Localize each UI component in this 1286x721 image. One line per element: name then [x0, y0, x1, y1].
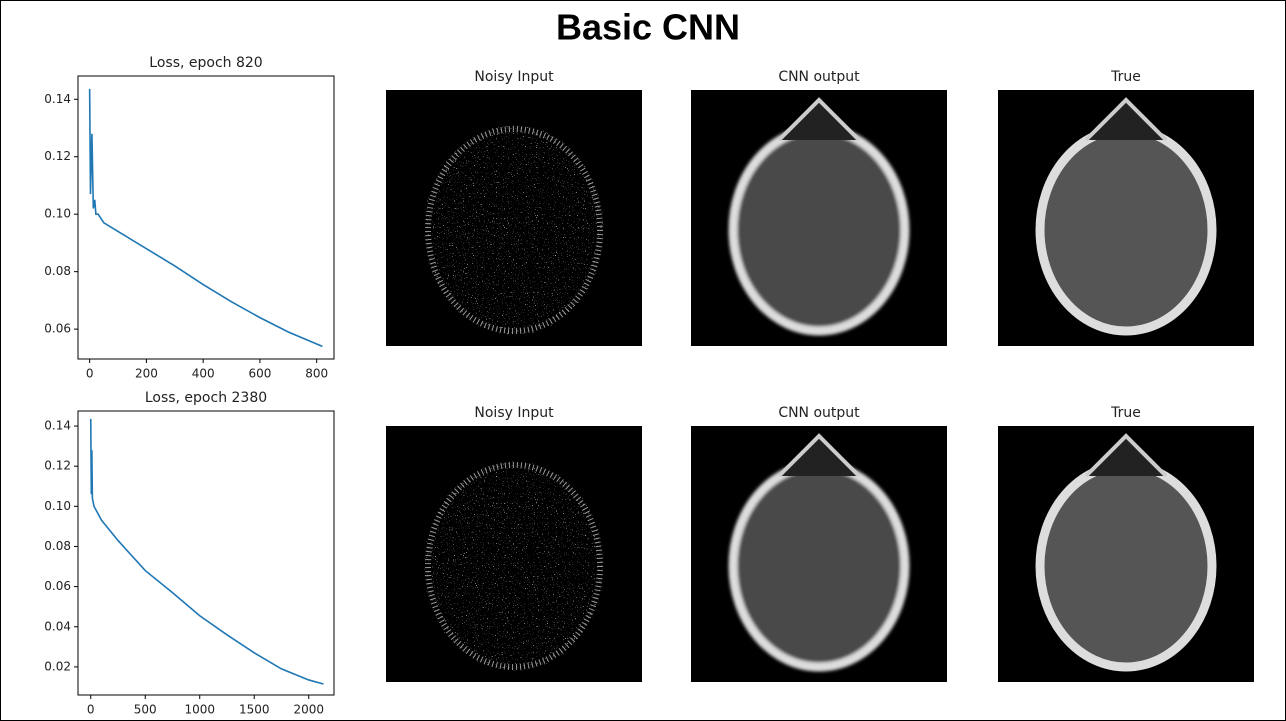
y-tick-label: 0.12 — [44, 459, 71, 473]
ct-image — [386, 426, 642, 682]
chart-title: Loss, epoch 2380 — [145, 390, 267, 406]
y-tick-label: 0.02 — [44, 659, 71, 673]
skull-noise — [424, 125, 604, 335]
x-tick-label: 600 — [248, 367, 271, 381]
y-tick-label: 0.08 — [44, 264, 71, 278]
skull-inner — [733, 465, 905, 667]
image-title: Noisy Input — [474, 405, 554, 421]
y-tick-label: 0.04 — [44, 619, 71, 633]
y-tick-label: 0.06 — [44, 322, 71, 336]
ct-image — [691, 426, 947, 682]
x-tick-label: 1500 — [239, 703, 270, 717]
skull-inner — [1040, 465, 1212, 667]
x-tick-label: 0 — [87, 703, 95, 717]
image-title: True — [1110, 405, 1141, 421]
x-tick-label: 1000 — [184, 703, 215, 717]
loss-line — [90, 89, 323, 346]
y-tick-label: 0.12 — [44, 149, 71, 163]
x-tick-label: 2000 — [293, 703, 324, 717]
x-tick-label: 500 — [134, 703, 157, 717]
y-tick-label: 0.14 — [44, 92, 71, 106]
ct-image — [691, 90, 947, 346]
loss-line — [91, 419, 324, 684]
skull-inner — [733, 129, 905, 331]
x-tick-label: 800 — [305, 367, 328, 381]
x-tick-label: 400 — [192, 367, 215, 381]
plot-frame — [78, 76, 334, 359]
y-tick-label: 0.10 — [44, 499, 71, 513]
image-title: CNN output — [778, 405, 860, 421]
skull-inner — [1040, 129, 1212, 331]
x-tick-label: 200 — [135, 367, 158, 381]
slide: Basic CNN Loss, epoch 820 0.06 0.08 0.10 0.1… — [0, 0, 1286, 721]
canvas: Basic CNN Loss, epoch 820 0.06 0.08 0.10 0.1… — [1, 1, 1285, 720]
skull-noise — [424, 461, 604, 671]
y-tick-label: 0.06 — [44, 579, 71, 593]
image-title: True — [1110, 69, 1141, 85]
ct-image — [998, 426, 1254, 682]
image-title: Noisy Input — [474, 69, 554, 85]
y-tick-label: 0.14 — [44, 419, 71, 433]
image-title: CNN output — [778, 69, 860, 85]
chart-title: Loss, epoch 820 — [149, 55, 262, 71]
y-tick-label: 0.10 — [44, 207, 71, 221]
x-tick-label: 0 — [86, 367, 94, 381]
slide-title: Basic CNN — [556, 7, 740, 48]
ct-image — [386, 90, 642, 346]
plot-frame — [78, 411, 334, 695]
ct-image — [998, 90, 1254, 346]
y-tick-label: 0.08 — [44, 539, 71, 553]
